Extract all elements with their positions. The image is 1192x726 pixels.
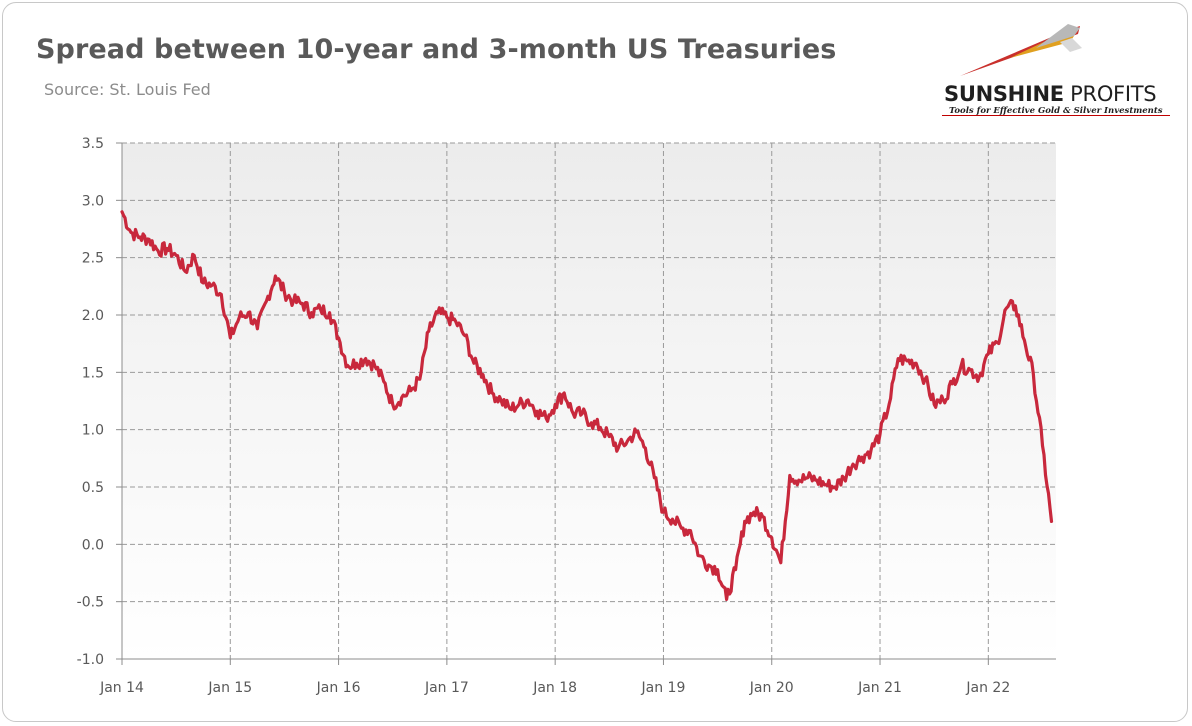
y-tick-label: 0.0: [82, 537, 104, 553]
series-group: [120, 210, 1054, 601]
chart-title: Spread between 10-year and 3-month US Tr…: [36, 34, 837, 65]
x-tick-label: Jan 15: [207, 680, 252, 696]
y-tick-label: 1.5: [82, 365, 104, 381]
logo-underline: [942, 115, 1170, 116]
axes: [121, 143, 1056, 660]
chart-source: Source: St. Louis Fed: [44, 80, 211, 99]
x-tick-label: Jan 17: [424, 680, 469, 696]
logo-name-light: PROFITS: [1063, 82, 1157, 106]
y-tick-label: 2.5: [82, 251, 104, 267]
x-tick-label: Jan 14: [99, 680, 144, 696]
y-axis-ticks: -1.0 -0.5 0.0 0.5 1.0 1.5 2.0 2.5 3.0 3.5: [77, 136, 122, 668]
y-tick-label: 3.5: [82, 136, 104, 152]
y-tick-label: 1.0: [82, 423, 104, 439]
spread-line: [120, 210, 1054, 601]
y-tick-label: 0.5: [82, 480, 104, 496]
y-tick-label: 3.0: [82, 193, 104, 209]
logo-name-bold: SUNSHINE: [944, 82, 1064, 106]
x-tick-label: Jan 20: [749, 680, 794, 696]
x-tick-label: Jan 21: [857, 680, 902, 696]
logo-ray-light: [1060, 38, 1082, 52]
logo-ray-gray: [1036, 24, 1080, 48]
logo-name: SUNSHINE PROFITS: [944, 82, 1157, 106]
x-axis-ticks: Jan 14 Jan 15 Jan 16 Jan 17 Jan 18 Jan 19 Jan …: [99, 659, 1010, 696]
logo-tagline: Tools for Effective Gold & Silver Invest…: [949, 106, 1163, 116]
sunshine-profits-logo: SUNSHINE PROFITS Tools for Effective Gol…: [940, 18, 1174, 122]
y-tick-label: -0.5: [77, 595, 104, 611]
x-tick-label: Jan 19: [641, 680, 686, 696]
x-tick-label: Jan 18: [532, 680, 577, 696]
plot-area: [122, 143, 1056, 659]
gridlines: [122, 142, 1056, 659]
sun-rays-icon: [960, 24, 1082, 76]
y-tick-label: 2.0: [82, 308, 104, 324]
y-tick-label: -1.0: [77, 652, 104, 668]
x-tick-label: Jan 22: [965, 680, 1010, 696]
x-tick-label: Jan 16: [316, 680, 361, 696]
